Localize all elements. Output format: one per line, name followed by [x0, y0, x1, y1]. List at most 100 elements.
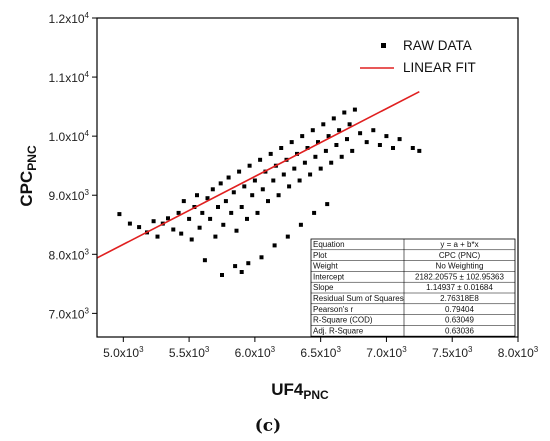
fit-table-value-5: 2.76318E8 [440, 294, 479, 303]
data-point-55 [300, 134, 305, 139]
fit-table-frame [310, 238, 516, 337]
data-point-87 [239, 270, 244, 274]
y-tick-label-base-0: 7.0x10 [49, 307, 85, 321]
y-tick-label-exp-2: 3 [85, 188, 90, 197]
fit-table-key-8: Adj. R-Square [313, 326, 364, 335]
data-point-77 [364, 140, 369, 145]
y-axis-title-main: CPC [17, 171, 36, 207]
data-point-16 [197, 225, 202, 230]
data-point-78 [371, 128, 376, 133]
data-point-94 [325, 202, 330, 207]
y-axis-ticks: 7.0x1038.0x1039.0x1031.0x1041.1x1041.2x1… [49, 11, 97, 321]
legend-label-raw-data: RAW DATA [403, 38, 472, 53]
data-point-89 [259, 255, 264, 260]
data-point-39 [258, 157, 263, 162]
x-tick-label-2: 6.0x103 [235, 345, 276, 360]
data-point-60 [313, 154, 318, 159]
data-point-64 [323, 148, 328, 153]
data-point-38 [255, 210, 260, 215]
y-axis-title: CPCPNC [17, 145, 39, 207]
data-point-24 [218, 181, 223, 186]
data-point-48 [281, 172, 286, 177]
data-point-91 [285, 234, 290, 239]
x-tick-label-base-6: 8.0x10 [498, 346, 534, 360]
x-tick-label-exp-2: 3 [271, 345, 276, 354]
x-axis-ticks: 5.0x103 5.5x103 6.0x103 6.5x103 7.0x103 7.5x1… [103, 337, 539, 360]
data-point-69 [337, 128, 342, 133]
data-point-33 [242, 184, 247, 189]
data-point-19 [205, 196, 210, 201]
y-tick-label-exp-4: 4 [85, 70, 90, 79]
x-tick-label-base-3: 6.5x10 [300, 346, 336, 360]
data-point-28 [229, 210, 234, 215]
data-point-22 [213, 234, 218, 239]
data-point-15 [195, 193, 199, 198]
fit-table-key-0: Equation [313, 240, 345, 249]
data-point-40 [260, 187, 265, 192]
y-tick-label-exp-5: 4 [85, 11, 90, 20]
data-point-13 [189, 237, 194, 242]
data-point-26 [223, 199, 228, 204]
legend-marker-raw-data [381, 43, 386, 48]
y-tick-label-base-4: 1.1x10 [49, 71, 85, 85]
fit-table-key-7: R-Square (COD) [313, 316, 373, 325]
fit-table-key-4: Slope [313, 283, 334, 292]
y-tick-label-base-3: 1.0x10 [49, 130, 85, 144]
x-tick-label-3: 6.5x103 [300, 345, 341, 360]
data-point-12 [187, 216, 192, 221]
y-tick-label-base-1: 8.0x10 [49, 248, 85, 262]
data-point-4 [151, 219, 156, 224]
x-tick-label-1: 5.5x103 [169, 345, 210, 360]
data-point-54 [297, 178, 302, 183]
x-tick-label-base-4: 7.0x10 [366, 346, 402, 360]
y-tick-label-base-5: 1.2x10 [49, 12, 85, 26]
data-point-67 [331, 116, 336, 121]
x-tick-label-6: 8.0x103 [498, 345, 539, 360]
data-point-21 [210, 187, 215, 192]
data-point-1 [127, 221, 132, 226]
x-tick-label-base-0: 5.0x10 [103, 346, 139, 360]
data-point-25 [221, 222, 226, 227]
data-point-62 [318, 166, 323, 171]
data-point-35 [247, 163, 252, 168]
data-point-92 [298, 222, 303, 227]
data-point-44 [271, 178, 276, 183]
data-point-56 [302, 160, 307, 165]
fit-table-value-4: 1.14937 ± 0.01684 [426, 283, 493, 292]
data-point-88 [246, 261, 251, 266]
data-point-85 [220, 273, 224, 277]
data-point-76 [358, 131, 363, 136]
data-point-8 [171, 227, 176, 232]
x-axis-title-main: UF4 [271, 380, 304, 399]
data-point-42 [266, 199, 270, 204]
data-point-17 [200, 210, 205, 215]
y-tick-label-0: 7.0x103 [49, 306, 90, 321]
data-point-31 [237, 169, 242, 174]
data-point-93 [312, 210, 317, 215]
data-point-79 [377, 143, 382, 147]
data-point-46 [276, 193, 281, 198]
x-tick-label-0: 5.0x103 [103, 345, 144, 360]
fit-table-value-6: 0.79404 [445, 305, 474, 314]
data-point-52 [292, 166, 297, 171]
data-point-34 [245, 216, 249, 221]
data-point-10 [179, 231, 184, 236]
fit-table-value-8: 0.63036 [445, 326, 474, 335]
fit-table-key-2: Weight [313, 262, 339, 271]
data-point-5 [155, 234, 160, 239]
x-tick-label-exp-3: 3 [336, 345, 341, 354]
data-point-23 [216, 205, 220, 209]
data-point-84 [417, 148, 422, 153]
fit-table-value-1: CPC (PNC) [439, 251, 481, 260]
data-point-71 [342, 110, 347, 115]
linear-fit-line [96, 90, 420, 259]
data-point-70 [339, 154, 344, 159]
data-point-30 [234, 228, 239, 233]
x-tick-label-4: 7.0x103 [366, 345, 407, 360]
data-point-61 [316, 140, 320, 145]
fit-table-value-0: y = a + b*x [440, 240, 478, 249]
data-point-59 [310, 128, 315, 133]
y-tick-label-4: 1.1x104 [49, 70, 90, 85]
data-point-75 [352, 107, 357, 112]
fit-table-value-3: 2182.20575 ± 102.95363 [415, 272, 504, 281]
